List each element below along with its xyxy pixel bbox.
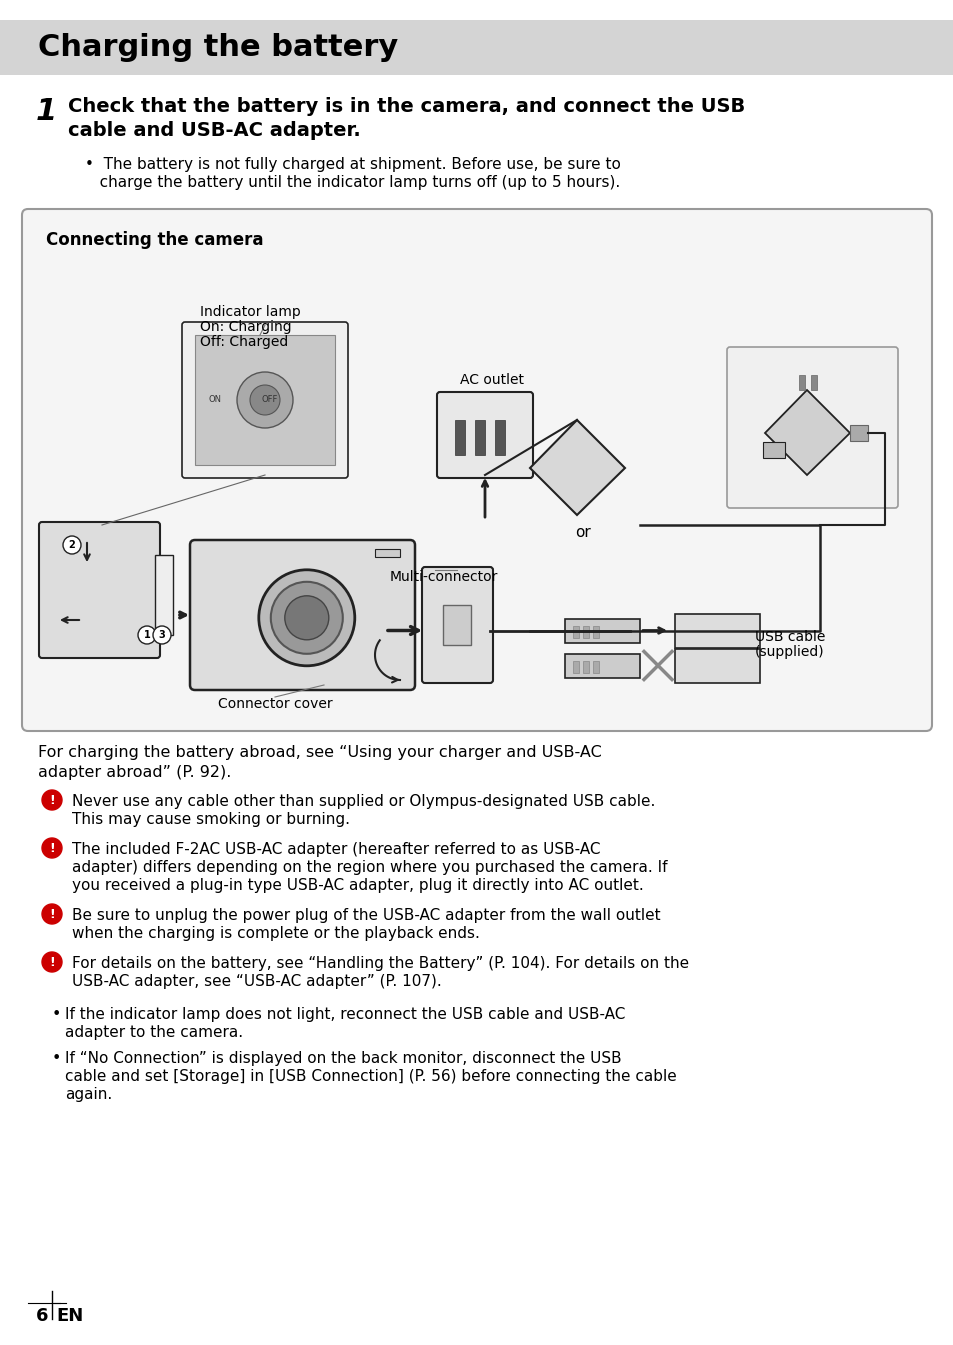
Text: Off: Charged: Off: Charged — [200, 335, 288, 348]
Text: Indicator lamp: Indicator lamp — [200, 305, 300, 319]
Text: EN: EN — [56, 1307, 83, 1325]
Circle shape — [138, 625, 156, 644]
Text: !: ! — [49, 842, 55, 854]
Circle shape — [285, 596, 329, 640]
Text: Check that the battery is in the camera, and connect the USB: Check that the battery is in the camera,… — [68, 97, 744, 116]
Text: USB-AC adapter, see “USB-AC adapter” (P. 107).: USB-AC adapter, see “USB-AC adapter” (P.… — [71, 974, 441, 989]
Circle shape — [63, 537, 81, 554]
Text: !: ! — [49, 794, 55, 807]
Text: ON: ON — [209, 395, 221, 405]
Circle shape — [258, 570, 355, 666]
Text: Never use any cable other than supplied or Olympus-designated USB cable.: Never use any cable other than supplied … — [71, 794, 655, 808]
Polygon shape — [530, 420, 624, 515]
Text: 2: 2 — [69, 539, 75, 550]
Text: cable and set [Storage] in [USB Connection] (P. 56) before connecting the cable: cable and set [Storage] in [USB Connecti… — [65, 1069, 676, 1084]
Text: Connector cover: Connector cover — [217, 697, 332, 712]
Bar — [593, 625, 598, 638]
Bar — [564, 619, 639, 643]
Bar — [442, 605, 471, 646]
Text: The included F-2AC USB-AC adapter (hereafter referred to as USB-AC: The included F-2AC USB-AC adapter (herea… — [71, 842, 599, 857]
Circle shape — [42, 790, 62, 810]
Text: For charging the battery abroad, see “Using your charger and USB-AC: For charging the battery abroad, see “Us… — [38, 745, 601, 760]
Bar — [675, 648, 760, 682]
Bar — [455, 420, 464, 455]
Text: •  The battery is not fully charged at shipment. Before use, be sure to: • The battery is not fully charged at sh… — [85, 157, 620, 172]
FancyBboxPatch shape — [190, 539, 415, 690]
Text: On: Charging: On: Charging — [200, 320, 292, 334]
Circle shape — [152, 625, 171, 644]
Bar — [799, 375, 804, 390]
Circle shape — [42, 904, 62, 924]
Bar — [593, 660, 598, 672]
Text: For details on the battery, see “Handling the Battery” (P. 104). For details on : For details on the battery, see “Handlin… — [71, 956, 688, 971]
Text: you received a plug-in type USB-AC adapter, plug it directly into AC outlet.: you received a plug-in type USB-AC adapt… — [71, 878, 643, 893]
Bar — [675, 613, 760, 647]
Bar — [564, 654, 639, 678]
Text: Charging the battery: Charging the battery — [38, 34, 397, 62]
Text: again.: again. — [65, 1087, 112, 1102]
FancyBboxPatch shape — [182, 321, 348, 477]
Bar — [475, 420, 484, 455]
Bar — [582, 625, 588, 638]
Text: AC outlet: AC outlet — [459, 373, 523, 387]
Text: If “No Connection” is displayed on the back monitor, disconnect the USB: If “No Connection” is displayed on the b… — [65, 1050, 621, 1067]
Text: or: or — [575, 525, 590, 539]
Text: adapter abroad” (P. 92).: adapter abroad” (P. 92). — [38, 765, 232, 780]
Bar — [573, 660, 578, 672]
Circle shape — [42, 838, 62, 858]
Circle shape — [250, 385, 280, 416]
Text: Multi-connector: Multi-connector — [390, 570, 497, 584]
Text: Connecting the camera: Connecting the camera — [46, 231, 263, 249]
Text: cable and USB-AC adapter.: cable and USB-AC adapter. — [68, 121, 360, 140]
FancyBboxPatch shape — [726, 347, 897, 508]
Bar — [810, 375, 816, 390]
Text: •: • — [52, 1007, 61, 1022]
Text: !: ! — [49, 908, 55, 920]
Text: !: ! — [49, 955, 55, 968]
Bar — [194, 335, 335, 465]
Text: This may cause smoking or burning.: This may cause smoking or burning. — [71, 812, 350, 827]
Bar — [0, 20, 953, 75]
Bar — [762, 441, 784, 457]
Bar — [573, 625, 578, 638]
Text: USB cable: USB cable — [754, 629, 824, 644]
Text: OFF: OFF — [261, 395, 278, 405]
Bar — [375, 549, 399, 557]
Text: when the charging is complete or the playback ends.: when the charging is complete or the pla… — [71, 925, 479, 941]
Bar — [582, 660, 588, 672]
FancyBboxPatch shape — [421, 568, 493, 683]
Bar — [495, 420, 504, 455]
Bar — [154, 555, 172, 635]
Text: 3: 3 — [158, 629, 165, 640]
FancyBboxPatch shape — [22, 208, 931, 730]
Circle shape — [271, 582, 342, 654]
Text: charge the battery until the indicator lamp turns off (up to 5 hours).: charge the battery until the indicator l… — [85, 175, 619, 190]
FancyBboxPatch shape — [39, 522, 160, 658]
Text: adapter) differs depending on the region where you purchased the camera. If: adapter) differs depending on the region… — [71, 859, 667, 876]
Text: (supplied): (supplied) — [754, 646, 823, 659]
FancyBboxPatch shape — [436, 391, 533, 477]
Text: •: • — [52, 1050, 61, 1067]
Text: adapter to the camera.: adapter to the camera. — [65, 1025, 243, 1040]
Bar — [849, 425, 867, 441]
Circle shape — [236, 373, 293, 428]
Text: Be sure to unplug the power plug of the USB-AC adapter from the wall outlet: Be sure to unplug the power plug of the … — [71, 908, 659, 923]
Text: 6: 6 — [36, 1307, 49, 1325]
Text: 1: 1 — [144, 629, 151, 640]
Text: If the indicator lamp does not light, reconnect the USB cable and USB-AC: If the indicator lamp does not light, re… — [65, 1007, 625, 1022]
Text: 1: 1 — [36, 97, 57, 126]
Circle shape — [42, 952, 62, 972]
Polygon shape — [764, 390, 849, 475]
